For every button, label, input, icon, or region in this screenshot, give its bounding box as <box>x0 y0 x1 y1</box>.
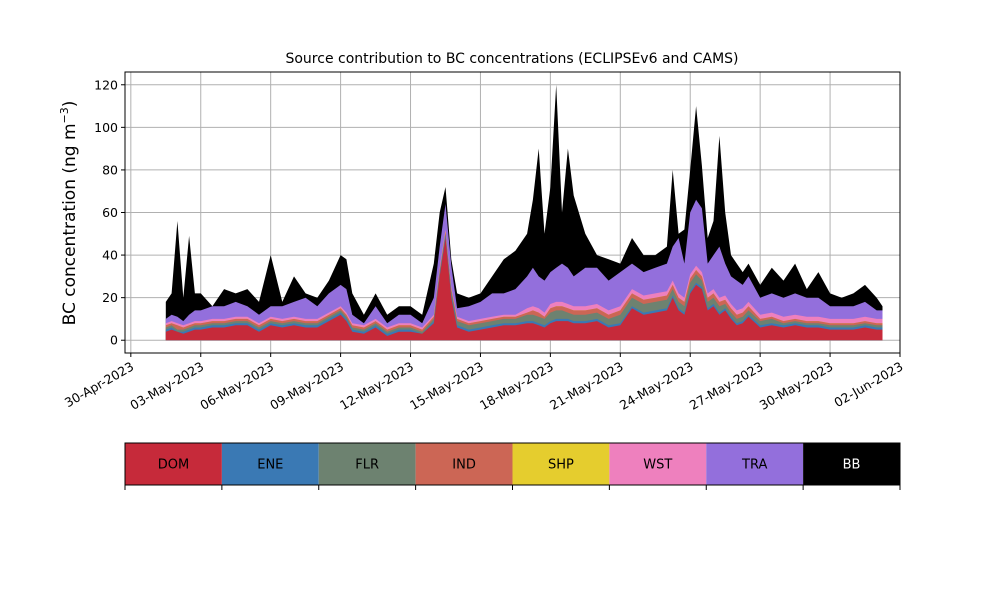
x-axis-ticks: 30-Apr-202303-May-202306-May-202309-May-… <box>62 353 906 413</box>
x-tick-label: 06-May-2023 <box>197 359 276 413</box>
x-tick-label: 09-May-2023 <box>267 359 346 413</box>
y-tick-label: 120 <box>94 77 118 92</box>
legend-label-dom: DOM <box>158 458 189 473</box>
y-tick-label: 40 <box>102 248 118 263</box>
legend-swatch-ene <box>221 443 319 485</box>
x-tick-label: 12-May-2023 <box>337 359 416 413</box>
legend-swatch-ind <box>415 443 513 485</box>
legend-label-bb: BB <box>843 458 861 473</box>
x-tick-label: 02-Jun-2023 <box>831 359 905 410</box>
legend-label-tra: TRA <box>741 458 767 473</box>
x-tick-label: 21-May-2023 <box>547 359 626 413</box>
legend-swatch-tra <box>706 443 804 485</box>
x-tick-label: 27-May-2023 <box>687 359 766 413</box>
x-tick-label: 03-May-2023 <box>127 359 206 413</box>
series-area-dom <box>165 238 883 341</box>
legend-label-wst: WST <box>643 458 672 473</box>
legend-label-ind: IND <box>452 458 476 473</box>
legend-swatch-dom <box>125 443 222 485</box>
svg-text:BC concentration (ng m−3): BC concentration (ng m−3) <box>58 101 80 326</box>
legend-swatch-bb <box>803 443 900 485</box>
x-tick-label: 24-May-2023 <box>617 359 696 413</box>
legend-label-ene: ENE <box>257 458 283 473</box>
stacked-areas <box>165 84 883 341</box>
legend-swatch-shp <box>512 443 610 485</box>
legend-label-shp: SHP <box>548 458 574 473</box>
x-tick-label: 30-May-2023 <box>757 359 836 413</box>
y-tick-label: 0 <box>110 333 118 348</box>
x-tick-label: 30-Apr-2023 <box>62 359 136 411</box>
legend-swatch-flr <box>318 443 416 485</box>
legend: DOM ENE FLR IND SHP WST TRA BB <box>124 442 901 490</box>
x-tick-label: 18-May-2023 <box>477 359 556 413</box>
y-tick-label: 80 <box>102 162 118 177</box>
y-tick-label: 100 <box>94 120 118 135</box>
legend-label-flr: FLR <box>355 458 379 473</box>
x-tick-label: 15-May-2023 <box>407 359 486 413</box>
y-axis-label: BC concentration (ng m−3) <box>58 101 80 326</box>
y-tick-label: 60 <box>102 205 118 220</box>
legend-swatch-wst <box>609 443 707 485</box>
y-axis-ticks: 0 20 40 60 80 100 120 <box>94 77 125 348</box>
y-tick-label: 20 <box>102 290 118 305</box>
chart-title: Source contribution to BC concentrations… <box>285 51 738 67</box>
